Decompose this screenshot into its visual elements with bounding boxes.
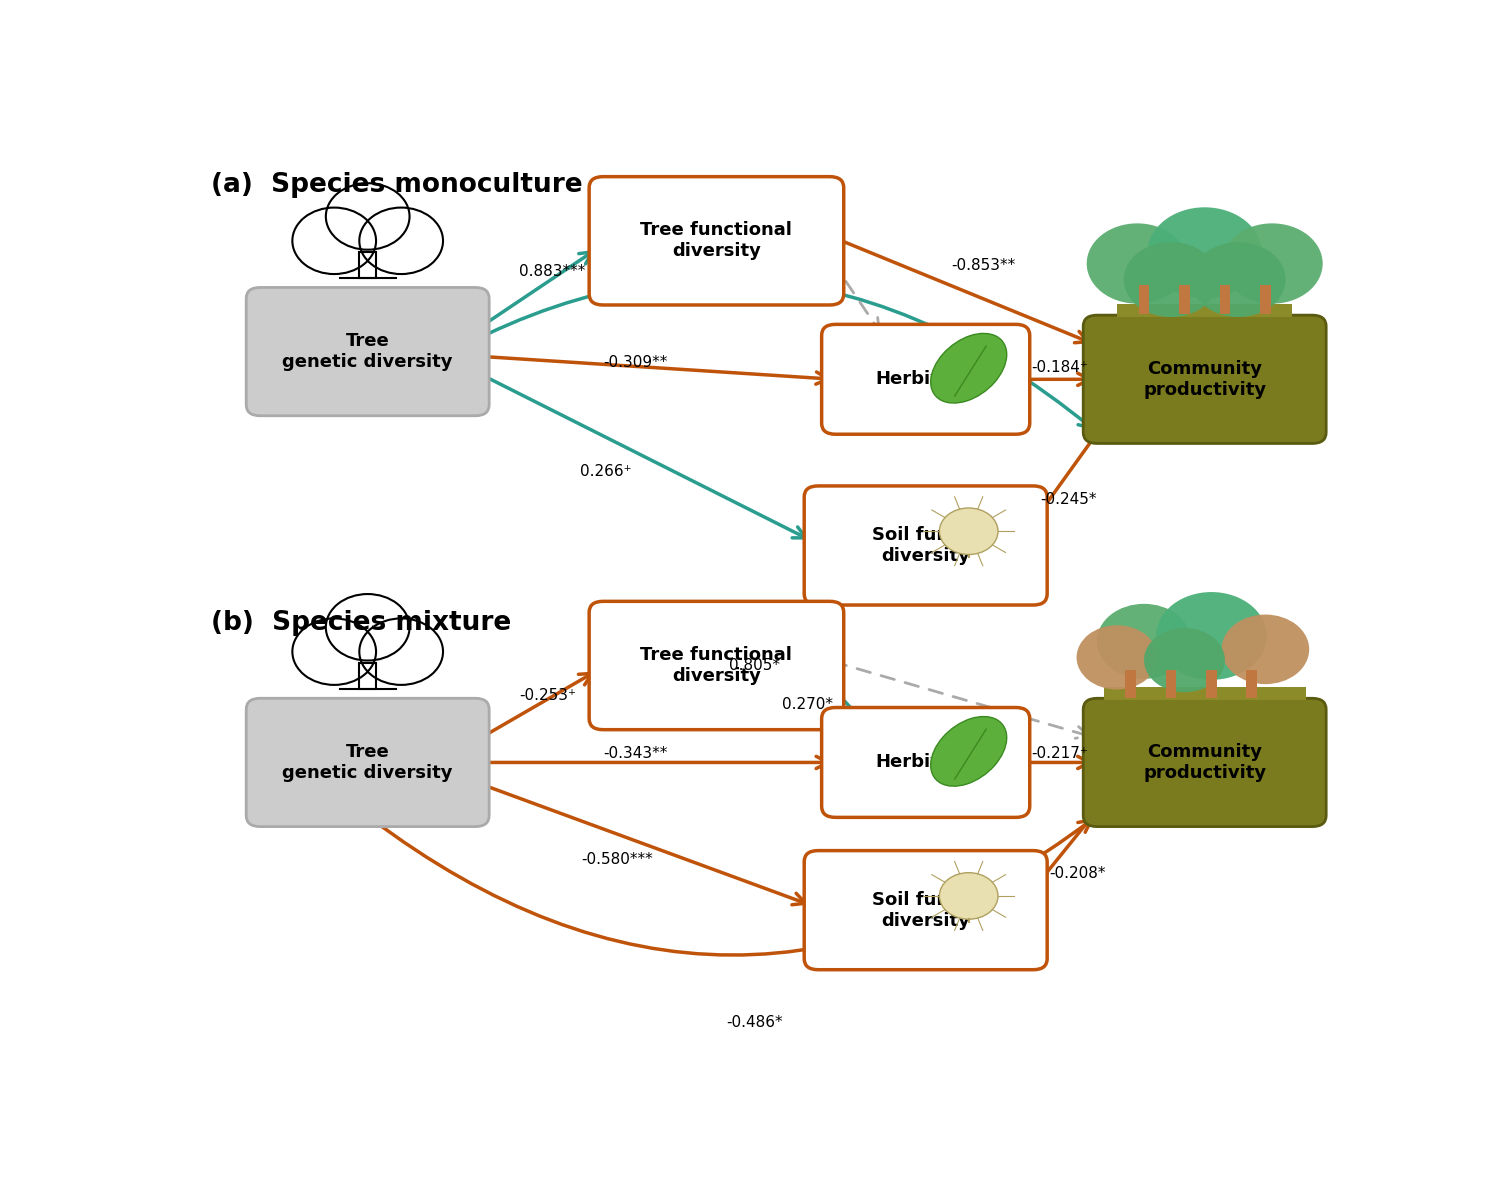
- FancyBboxPatch shape: [590, 602, 843, 730]
- FancyArrowPatch shape: [1019, 757, 1090, 769]
- Bar: [1118, 303, 1293, 317]
- Ellipse shape: [930, 717, 1007, 787]
- Text: Soil fungal
diversity: Soil fungal diversity: [871, 891, 980, 929]
- FancyBboxPatch shape: [590, 176, 843, 305]
- Text: (a)  Species monoculture: (a) Species monoculture: [210, 171, 582, 198]
- Ellipse shape: [930, 333, 1007, 403]
- Circle shape: [1077, 625, 1158, 689]
- Bar: [1125, 670, 1136, 698]
- FancyArrowPatch shape: [480, 674, 592, 737]
- Circle shape: [1086, 223, 1188, 303]
- FancyBboxPatch shape: [1083, 315, 1326, 444]
- Circle shape: [1221, 615, 1310, 685]
- Bar: [1166, 670, 1176, 698]
- FancyArrowPatch shape: [1019, 373, 1090, 385]
- Circle shape: [1148, 207, 1262, 299]
- FancyArrowPatch shape: [476, 372, 806, 538]
- FancyArrowPatch shape: [370, 818, 1092, 956]
- Text: -0.486*: -0.486*: [726, 1016, 783, 1030]
- Text: -0.253⁺: -0.253⁺: [519, 687, 576, 703]
- Bar: [360, 252, 376, 278]
- Text: Tree
genetic diversity: Tree genetic diversity: [282, 743, 453, 782]
- Text: -0.184⁺: -0.184⁺: [1030, 360, 1088, 375]
- Text: (b)  Species mixture: (b) Species mixture: [210, 610, 512, 637]
- FancyBboxPatch shape: [822, 325, 1029, 434]
- FancyBboxPatch shape: [246, 288, 489, 416]
- Circle shape: [1191, 242, 1286, 317]
- FancyArrowPatch shape: [833, 260, 879, 331]
- Text: Herbivory: Herbivory: [876, 370, 975, 388]
- FancyArrowPatch shape: [482, 757, 828, 769]
- Text: -0.309**: -0.309**: [603, 355, 668, 370]
- Circle shape: [1096, 604, 1191, 679]
- FancyBboxPatch shape: [246, 698, 489, 826]
- Text: Soil fungal
diversity: Soil fungal diversity: [871, 526, 980, 565]
- Circle shape: [1124, 242, 1218, 317]
- FancyBboxPatch shape: [804, 850, 1047, 970]
- Text: 0.805*: 0.805*: [729, 658, 780, 673]
- FancyBboxPatch shape: [1083, 698, 1326, 826]
- Bar: [1246, 670, 1257, 698]
- Text: Tree
genetic diversity: Tree genetic diversity: [282, 332, 453, 370]
- Text: -0.580***: -0.580***: [582, 851, 654, 867]
- Circle shape: [1156, 592, 1266, 680]
- Bar: [1104, 687, 1306, 700]
- FancyArrowPatch shape: [833, 662, 1089, 739]
- Text: 0.266⁺: 0.266⁺: [580, 464, 632, 480]
- Text: Community
productivity: Community productivity: [1143, 360, 1266, 399]
- Text: -0.343**: -0.343**: [603, 746, 668, 760]
- FancyArrowPatch shape: [480, 252, 592, 327]
- FancyArrowPatch shape: [482, 356, 828, 384]
- Text: 0.883***: 0.883***: [519, 264, 585, 279]
- FancyBboxPatch shape: [804, 486, 1047, 605]
- Text: 0.270*: 0.270*: [782, 697, 832, 712]
- FancyArrowPatch shape: [1019, 805, 1101, 908]
- FancyArrowPatch shape: [833, 688, 878, 737]
- Bar: [1138, 285, 1149, 314]
- Bar: [1179, 285, 1190, 314]
- Circle shape: [939, 508, 998, 554]
- Circle shape: [939, 873, 998, 920]
- Text: -0.208*: -0.208*: [1050, 866, 1106, 881]
- Text: -0.217⁺: -0.217⁺: [1030, 746, 1088, 760]
- Text: Tree functional
diversity: Tree functional diversity: [640, 646, 792, 685]
- FancyArrowPatch shape: [833, 237, 1088, 343]
- Circle shape: [1144, 628, 1226, 692]
- FancyArrowPatch shape: [370, 278, 1092, 428]
- Bar: [1260, 285, 1270, 314]
- Text: Herbivory: Herbivory: [876, 753, 975, 771]
- Bar: [360, 663, 376, 689]
- FancyArrowPatch shape: [1019, 427, 1102, 543]
- Text: Tree functional
diversity: Tree functional diversity: [640, 222, 792, 260]
- FancyBboxPatch shape: [822, 707, 1029, 818]
- FancyArrowPatch shape: [476, 782, 806, 905]
- Text: -0.245*: -0.245*: [1040, 492, 1096, 507]
- Circle shape: [1221, 223, 1323, 303]
- Text: Community
productivity: Community productivity: [1143, 743, 1266, 782]
- Bar: [1206, 670, 1216, 698]
- Text: -0.853**: -0.853**: [951, 258, 1016, 273]
- Bar: [1220, 285, 1230, 314]
